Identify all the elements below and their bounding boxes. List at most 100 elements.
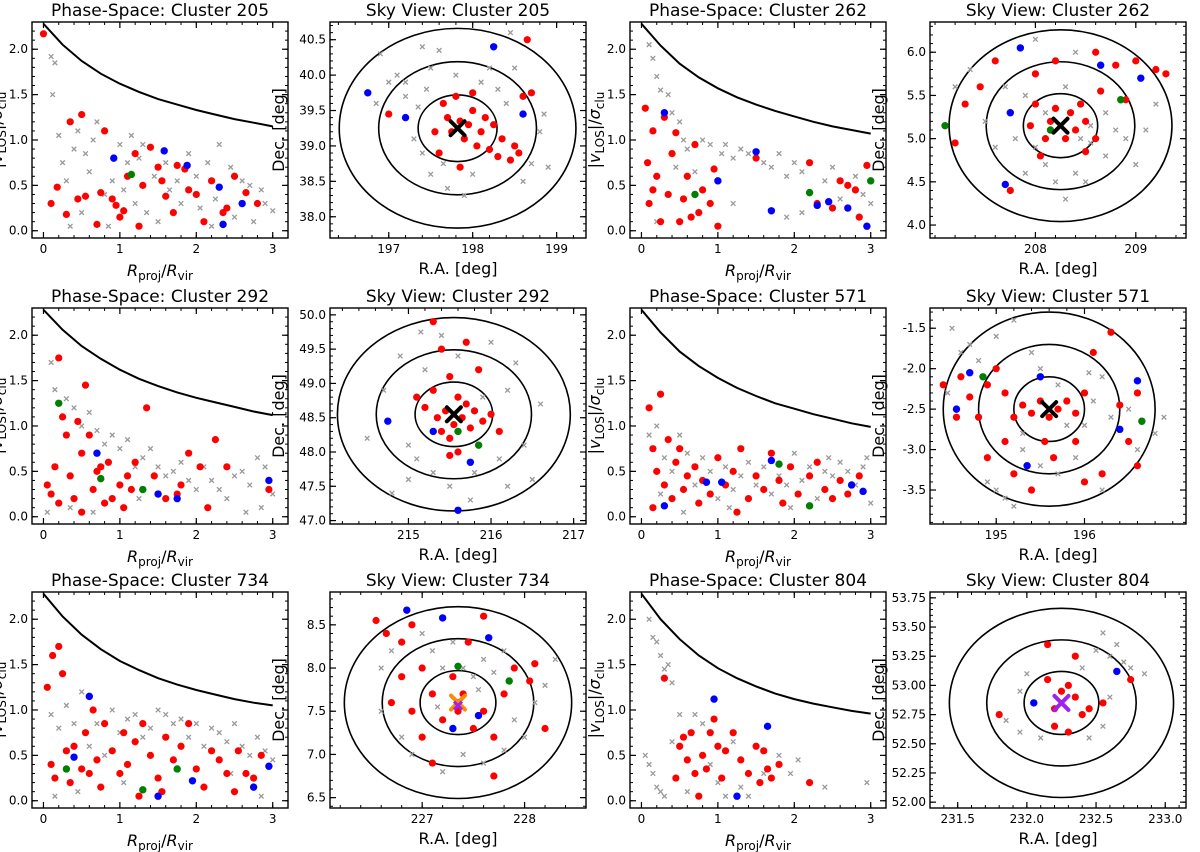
field-galaxy-marker xyxy=(532,699,538,706)
red-member-point xyxy=(1076,100,1085,108)
field-galaxy-marker xyxy=(216,729,222,736)
x-tick-label: 0 xyxy=(638,812,646,826)
red-member-point xyxy=(469,106,477,115)
field-galaxy-marker xyxy=(541,111,547,117)
field-galaxy-marker xyxy=(653,423,660,429)
field-galaxy-marker xyxy=(814,495,820,502)
field-galaxy-marker xyxy=(495,86,501,93)
red-member-point xyxy=(668,149,676,158)
red-member-point xyxy=(131,149,139,158)
field-galaxy-marker xyxy=(665,91,671,98)
red-member-point xyxy=(691,140,699,149)
field-galaxy-marker xyxy=(124,159,131,166)
red-member-point xyxy=(679,195,688,203)
x-tick-label: 199 xyxy=(545,242,568,256)
panel-title: Sky View: Cluster 734 xyxy=(366,571,550,591)
y-tick-label: 53.50 xyxy=(892,620,926,634)
field-galaxy-marker xyxy=(1134,446,1141,453)
blue-member-point xyxy=(767,456,776,465)
red-member-point xyxy=(146,143,155,151)
y-tick-label: 50.0 xyxy=(299,308,326,322)
red-member-point xyxy=(1051,104,1060,112)
field-galaxy-marker xyxy=(511,65,518,71)
field-galaxy-marker xyxy=(760,770,767,777)
red-member-point xyxy=(1054,405,1062,413)
field-galaxy-marker xyxy=(867,200,874,207)
y-tick-label: 38.5 xyxy=(299,174,326,188)
red-member-point xyxy=(695,499,703,507)
red-member-point xyxy=(43,481,51,489)
blue-member-point xyxy=(733,792,741,800)
red-member-point xyxy=(1019,401,1027,409)
red-member-point xyxy=(1063,397,1071,405)
red-member-point xyxy=(223,204,231,212)
red-member-point xyxy=(120,729,128,737)
field-galaxy-marker xyxy=(545,164,551,170)
blue-member-point xyxy=(1137,74,1145,82)
field-galaxy-marker xyxy=(768,491,775,497)
red-member-point xyxy=(744,769,753,778)
red-member-point xyxy=(100,719,109,728)
red-member-point xyxy=(215,756,223,764)
radius-circle-2 xyxy=(377,60,538,196)
y-tick-label: 0.0 xyxy=(607,224,626,238)
x-tick-label: 2 xyxy=(192,812,200,826)
y-tick-label: 40.5 xyxy=(299,33,326,47)
field-galaxy-marker xyxy=(423,86,430,93)
red-member-point xyxy=(641,104,649,112)
y-tick-label: 4.5 xyxy=(907,175,926,189)
field-galaxy-marker xyxy=(753,482,759,488)
y-axis-label: |vLOS|/σclu xyxy=(0,662,9,739)
red-member-point xyxy=(123,472,132,480)
red-member-point xyxy=(81,381,90,389)
field-galaxy-marker xyxy=(669,738,675,745)
red-member-point xyxy=(760,485,768,494)
field-galaxy-marker xyxy=(1087,122,1094,129)
field-galaxy-marker xyxy=(86,409,93,416)
field-galaxy-marker xyxy=(504,483,511,490)
field-galaxy-marker xyxy=(1002,495,1008,501)
red-member-point xyxy=(1080,389,1089,397)
red-member-point xyxy=(55,642,63,651)
field-galaxy-marker xyxy=(1141,670,1148,677)
y-tick-label: 1.5 xyxy=(9,374,28,388)
red-member-point xyxy=(433,414,441,422)
y-tick-label: 1.0 xyxy=(607,703,626,717)
y-tick-label: 53.00 xyxy=(892,678,926,692)
field-galaxy-marker xyxy=(1120,659,1127,665)
plot-area xyxy=(939,311,1167,509)
escape-velocity-curve xyxy=(640,309,871,428)
field-galaxy-marker xyxy=(496,456,503,462)
y-tick-label: 7.5 xyxy=(307,704,326,718)
red-member-point xyxy=(177,742,185,750)
field-galaxy-marker xyxy=(760,159,767,166)
plot-area xyxy=(42,593,276,800)
red-member-point xyxy=(479,417,487,425)
blue-member-point xyxy=(714,177,722,185)
red-member-point xyxy=(85,769,93,778)
field-galaxy-marker xyxy=(806,464,813,470)
y-axis-label: |vLOS|/σclu xyxy=(0,378,9,455)
field-galaxy-marker xyxy=(730,486,736,493)
field-galaxy-marker xyxy=(1064,422,1070,429)
y-tick-label: 49.0 xyxy=(299,376,326,390)
x-tick-label: 1 xyxy=(714,528,722,542)
red-member-point xyxy=(104,458,113,466)
green-member-point xyxy=(127,170,136,179)
green-member-point xyxy=(139,485,147,494)
red-member-point xyxy=(39,30,48,38)
field-galaxy-marker xyxy=(692,168,698,175)
field-galaxy-marker xyxy=(155,464,161,470)
field-galaxy-marker xyxy=(967,66,973,73)
blue-member-point xyxy=(519,110,527,118)
x-tick-label: 231.5 xyxy=(940,812,974,826)
field-galaxy-marker xyxy=(480,760,487,766)
red-member-point xyxy=(1092,48,1100,56)
red-member-point xyxy=(679,733,688,741)
field-galaxy-marker xyxy=(657,87,664,93)
field-galaxy-marker xyxy=(795,757,801,763)
red-member-point xyxy=(526,677,534,685)
red-member-point xyxy=(177,481,185,489)
y-tick-label: 0.0 xyxy=(9,224,28,238)
field-galaxy-marker xyxy=(269,757,276,763)
